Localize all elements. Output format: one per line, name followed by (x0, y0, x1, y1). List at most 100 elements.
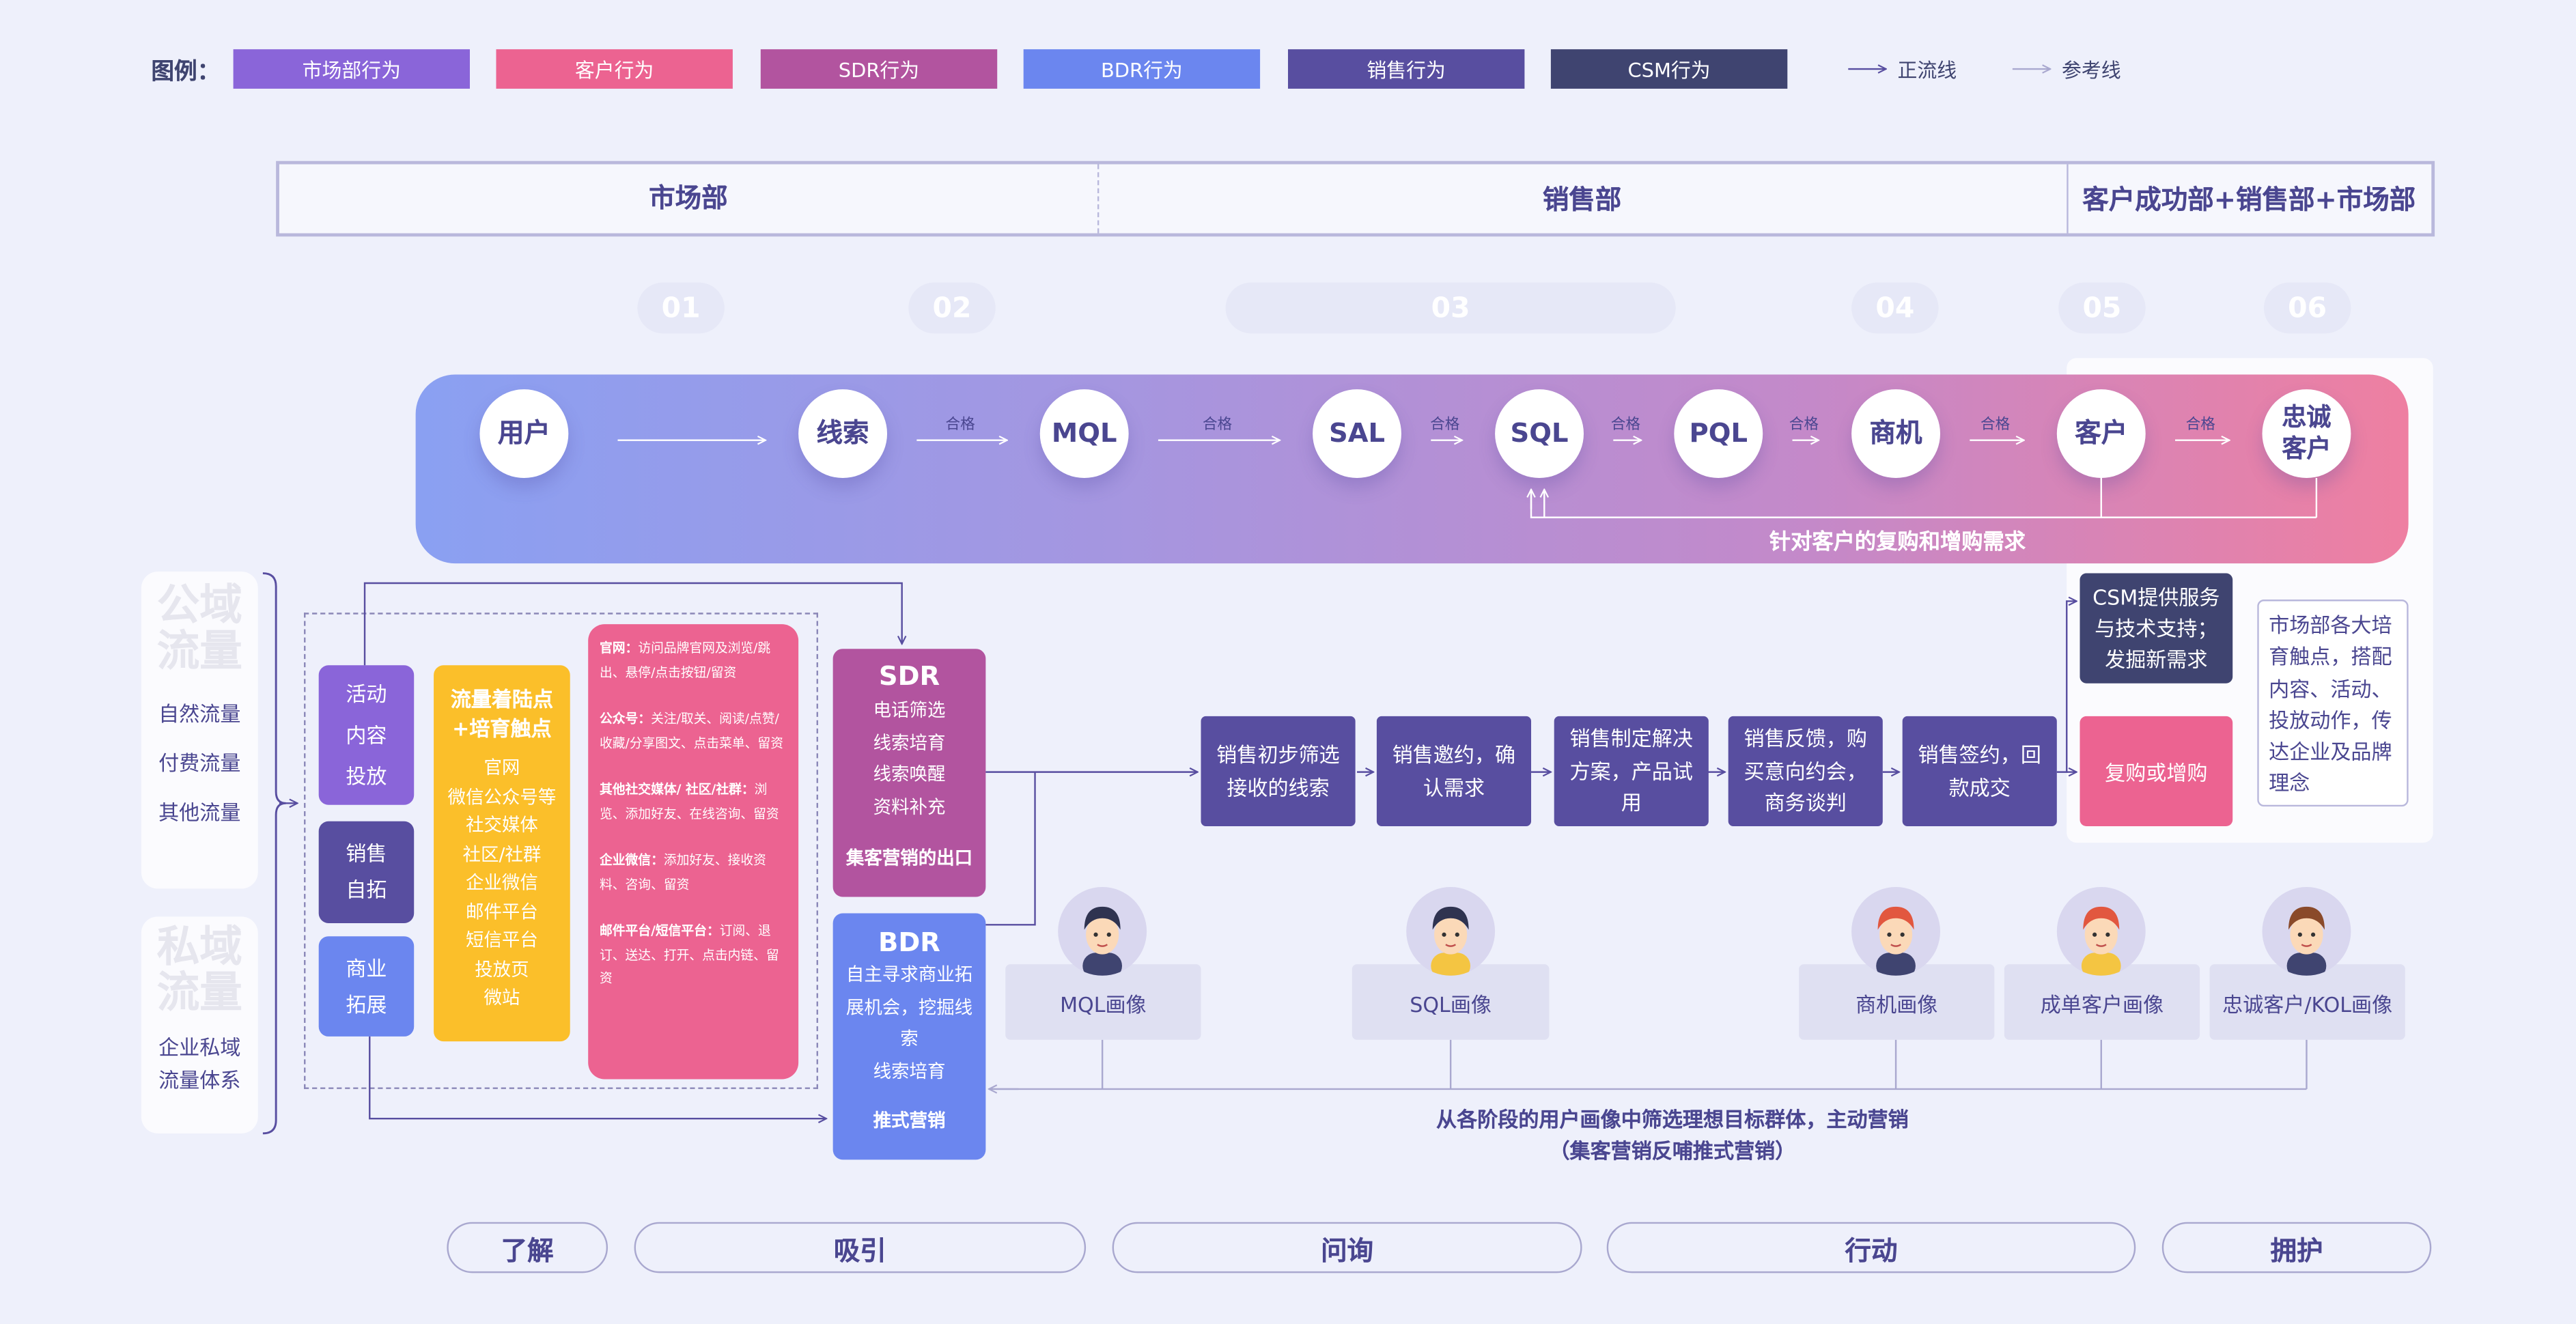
flow-node: 用户 (479, 389, 569, 479)
traffic-item: 自然流量 (158, 701, 241, 727)
flow-node: 线索 (798, 389, 888, 479)
legend-item: 市场部行为 (233, 49, 471, 89)
sdr-box: SDR 电话筛选 线索培育 线索唤醒 资料补充 集客营销的出口 (832, 649, 986, 897)
flow-node: SQL (1495, 389, 1584, 479)
persona-avatar-icon (1851, 887, 1941, 976)
channel-label: 活动 (346, 681, 387, 707)
feedback-line (1530, 478, 2318, 518)
main-line-label: 正流线 (1897, 59, 1957, 83)
touchpoint-item: 社交媒体 (465, 815, 538, 836)
step-05: 05 (2058, 282, 2146, 334)
traffic-item: 其他流量 (158, 800, 241, 825)
traffic-item: 流量体系 (158, 1067, 241, 1093)
channel-label: 自拓 (346, 877, 387, 902)
bdr-item: 自主寻求商业拓展机会，挖掘线索 (845, 964, 973, 1050)
sales-step: 销售签约，回款成交 (1902, 716, 2057, 827)
behavior-body: 关注/取关、阅读/点赞/收藏/分享图文、点击菜单、留资 (600, 711, 783, 750)
flow-node: 忠诚客户 (2262, 389, 2351, 479)
traffic-item: 企业私域 (158, 1034, 241, 1060)
csm-box: CSM提供服务与技术支持；发掘新需求 (2080, 573, 2233, 684)
department-header (276, 160, 2435, 237)
behavior-item: 公众号：关注/取关、阅读/点赞/收藏/分享图文、点击菜单、留资 (600, 708, 787, 756)
behavior-item: 邮件平台/短信平台：订阅、退订、送达、打开、点击内链、留资 (600, 920, 787, 991)
traffic-brace (262, 572, 286, 1135)
qualified-label: 合格 (1980, 417, 2011, 434)
touchpoint-item: 官网 (484, 757, 520, 779)
activity-to-sdr-line (363, 582, 902, 666)
bd-to-bdr-line (369, 1036, 826, 1118)
persona-label: SQL画像 (1352, 964, 1550, 1040)
touchpoint-item: 微站 (484, 987, 520, 1009)
step-01: 01 (637, 282, 725, 334)
bdr-title: BDR (878, 926, 940, 958)
repurchase-box: 复购或增购 (2080, 716, 2233, 827)
stage-advocacy: 拥护 (2161, 1222, 2432, 1273)
sales-step: 销售初步筛选接收的线索 (1201, 716, 1356, 827)
persona-avatar-icon (2056, 887, 2146, 976)
qualified-label: 合格 (2185, 417, 2215, 434)
stage-awareness: 了解 (447, 1222, 608, 1273)
flow-node: SAL (1313, 389, 1401, 479)
behavior-body: 订阅、退订、送达、打开、点击内链、留资 (600, 922, 779, 986)
public-traffic-list: 自然流量 付费流量 其他流量 (141, 690, 258, 838)
sdr-item: 资料补充 (873, 795, 946, 817)
qualified-label: 合格 (1789, 417, 1819, 434)
bdr-item: 线索培育 (873, 1060, 946, 1082)
stage-inquiry: 问询 (1112, 1222, 1582, 1273)
persona-avatar-icon (1406, 887, 1496, 976)
behavior-body: 添加好友、接收资料、咨询、留资 (600, 852, 766, 892)
channel-box: 活动 内容 投放 (318, 665, 415, 805)
legend-title: 图例： (151, 59, 221, 86)
ref-line-label: 参考线 (2062, 59, 2121, 83)
persona-label: MQL画像 (1005, 964, 1201, 1040)
channel-label: 拓展 (346, 991, 387, 1016)
channel-box: 销售 自拓 (318, 821, 415, 923)
touchpoint-item: 微信公众号等 (447, 786, 557, 808)
sales-step: 销售邀约，确认需求 (1376, 716, 1532, 827)
behavior-item: 官网：访问品牌官网及浏览/跳出、悬停/点击按钮/留资 (600, 637, 787, 685)
department-marketing: 市场部 (649, 182, 728, 214)
sdr-item: 线索培育 (873, 731, 946, 753)
channel-label: 商业 (346, 955, 387, 980)
channel-label: 投放 (346, 763, 387, 789)
private-traffic-watermark: 私域流量 (156, 922, 242, 1019)
behavior-body: 访问品牌官网及浏览/跳出、悬停/点击按钮/留资 (600, 640, 771, 679)
touchpoint-item: 企业微信 (465, 872, 538, 894)
private-traffic-panel (141, 916, 258, 1133)
touchpoint-item: 短信平台 (465, 929, 538, 951)
feedback-label: 针对客户的复购和增购需求 (1769, 531, 2026, 556)
flow-node: 商机 (1851, 389, 1941, 479)
marketing-container (304, 612, 818, 1089)
persona-note: 从各阶段的用户画像中筛选理想目标群体，主动营销 （集客营销反哺推式营销） (1281, 1104, 2063, 1166)
close-to-csm-line (2056, 601, 2077, 773)
step-06: 06 (2263, 282, 2351, 334)
behavior-title: 其他社交媒体/ 社区/社群： (600, 782, 755, 797)
department-joint: 客户成功部+销售部+市场部 (2082, 184, 2416, 216)
legend-item: SDR行为 (760, 49, 998, 89)
flow-node: 客户 (2056, 389, 2146, 479)
private-traffic-list: 企业私域 流量体系 (141, 1032, 258, 1097)
stage-attract: 吸引 (634, 1222, 1087, 1273)
qualified-label: 合格 (945, 417, 975, 434)
bdr-box: BDR 自主寻求商业拓展机会，挖掘线索 线索培育 推式营销 (832, 913, 986, 1160)
behavior-item: 企业微信：添加好友、接收资料、咨询、留资 (600, 849, 787, 897)
stage-action: 行动 (1606, 1222, 2136, 1273)
legend-item: BDR行为 (1023, 49, 1261, 89)
behavior-title: 企业微信： (600, 852, 664, 868)
department-divider (2067, 164, 2069, 234)
sdr-bdr-merge-line (985, 771, 1036, 926)
touchpoint-item: 邮件平台 (465, 901, 538, 922)
qualified-label: 合格 (1430, 417, 1460, 434)
persona-note-line: （集客营销反哺推式营销） (1549, 1138, 1796, 1164)
behavior-item: 其他社交媒体/ 社区/社群：浏览、添加好友、在线咨询、留资 (600, 778, 787, 826)
channel-label: 内容 (346, 722, 387, 748)
sdr-title: SDR (878, 660, 940, 692)
behavior-body: 浏览、添加好友、在线咨询、留资 (600, 782, 779, 821)
sdr-item: 线索唤醒 (873, 763, 946, 785)
sdr-item: 电话筛选 (873, 699, 946, 722)
persona-label: 忠诚客户/KOL画像 (2209, 964, 2405, 1040)
